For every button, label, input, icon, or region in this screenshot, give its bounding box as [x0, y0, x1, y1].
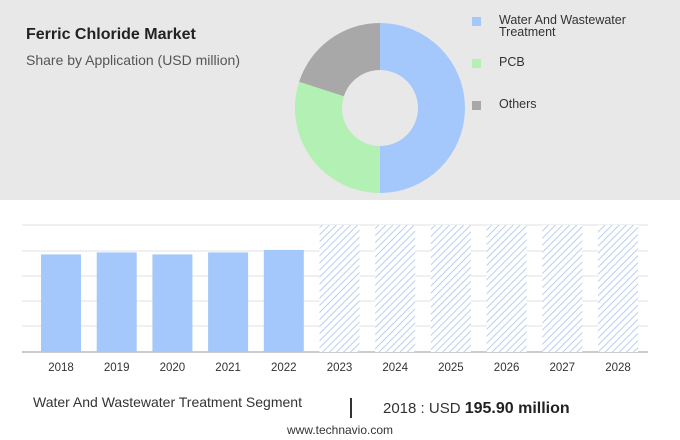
- legend-label-others: Others: [499, 97, 537, 111]
- donut-slice-others: [299, 23, 380, 97]
- legend-item-pcb: PCB: [472, 56, 669, 68]
- x-tick-label: 2018: [48, 362, 74, 374]
- donut-chart: [295, 23, 465, 193]
- footer-year: 2018: [383, 400, 417, 417]
- chart-title: Ferric Chloride Market: [26, 26, 196, 43]
- legend-label-pcb: PCB: [499, 55, 525, 69]
- forecast-bar-2028: [598, 225, 638, 352]
- source-label: www.technavio.com: [286, 423, 394, 437]
- x-tick-label: 2023: [327, 362, 353, 374]
- legend-label-water: Water And Wastewater Treatment: [499, 13, 626, 39]
- x-tick-label: 2025: [438, 362, 464, 374]
- forecast-bar-2024: [375, 225, 416, 352]
- footer-divider: [350, 398, 352, 418]
- x-tick-label: 2028: [605, 362, 631, 374]
- forecast-bar-2025: [430, 225, 471, 352]
- legend-item-others: Others: [472, 98, 669, 110]
- chart-subtitle: Share by Application (USD million): [26, 52, 240, 68]
- forecast-bar-2026: [486, 225, 527, 352]
- x-tick-label: 2019: [104, 362, 130, 374]
- x-tick-label: 2024: [382, 362, 408, 374]
- legend-item-water: Water And Wastewater Treatment: [472, 14, 669, 38]
- footer-value-amount: 195.90 million: [464, 400, 570, 417]
- bar-2019: [96, 252, 137, 352]
- donut-slice-water: [380, 23, 465, 193]
- x-tick-label: 2020: [160, 362, 186, 374]
- x-tick-label: 2021: [215, 362, 241, 374]
- legend-swatch-water: [472, 17, 481, 26]
- forecast-bar-2023: [319, 225, 360, 352]
- bar-2022: [263, 249, 304, 352]
- footer-value: 2018 : USD 195.90 million: [383, 400, 570, 418]
- bar-2020: [152, 254, 193, 352]
- bar-2018: [41, 254, 81, 352]
- x-tick-label: 2022: [271, 362, 297, 374]
- bar-chart: 2018 2019 2020 2021 2022 2023 2024 2025 2026 2027…: [22, 224, 648, 374]
- bar-2021: [208, 252, 249, 352]
- footer-value-prefix: : USD: [420, 400, 461, 417]
- donut-slice-pcb: [295, 81, 380, 193]
- x-tick-label: 2027: [550, 362, 576, 374]
- forecast-bar-2027: [542, 225, 583, 352]
- legend-swatch-others: [472, 101, 481, 110]
- footer-segment-label: Water And Wastewater Treatment Segment: [33, 394, 302, 410]
- x-tick-label: 2026: [494, 362, 520, 374]
- legend-swatch-pcb: [472, 59, 481, 68]
